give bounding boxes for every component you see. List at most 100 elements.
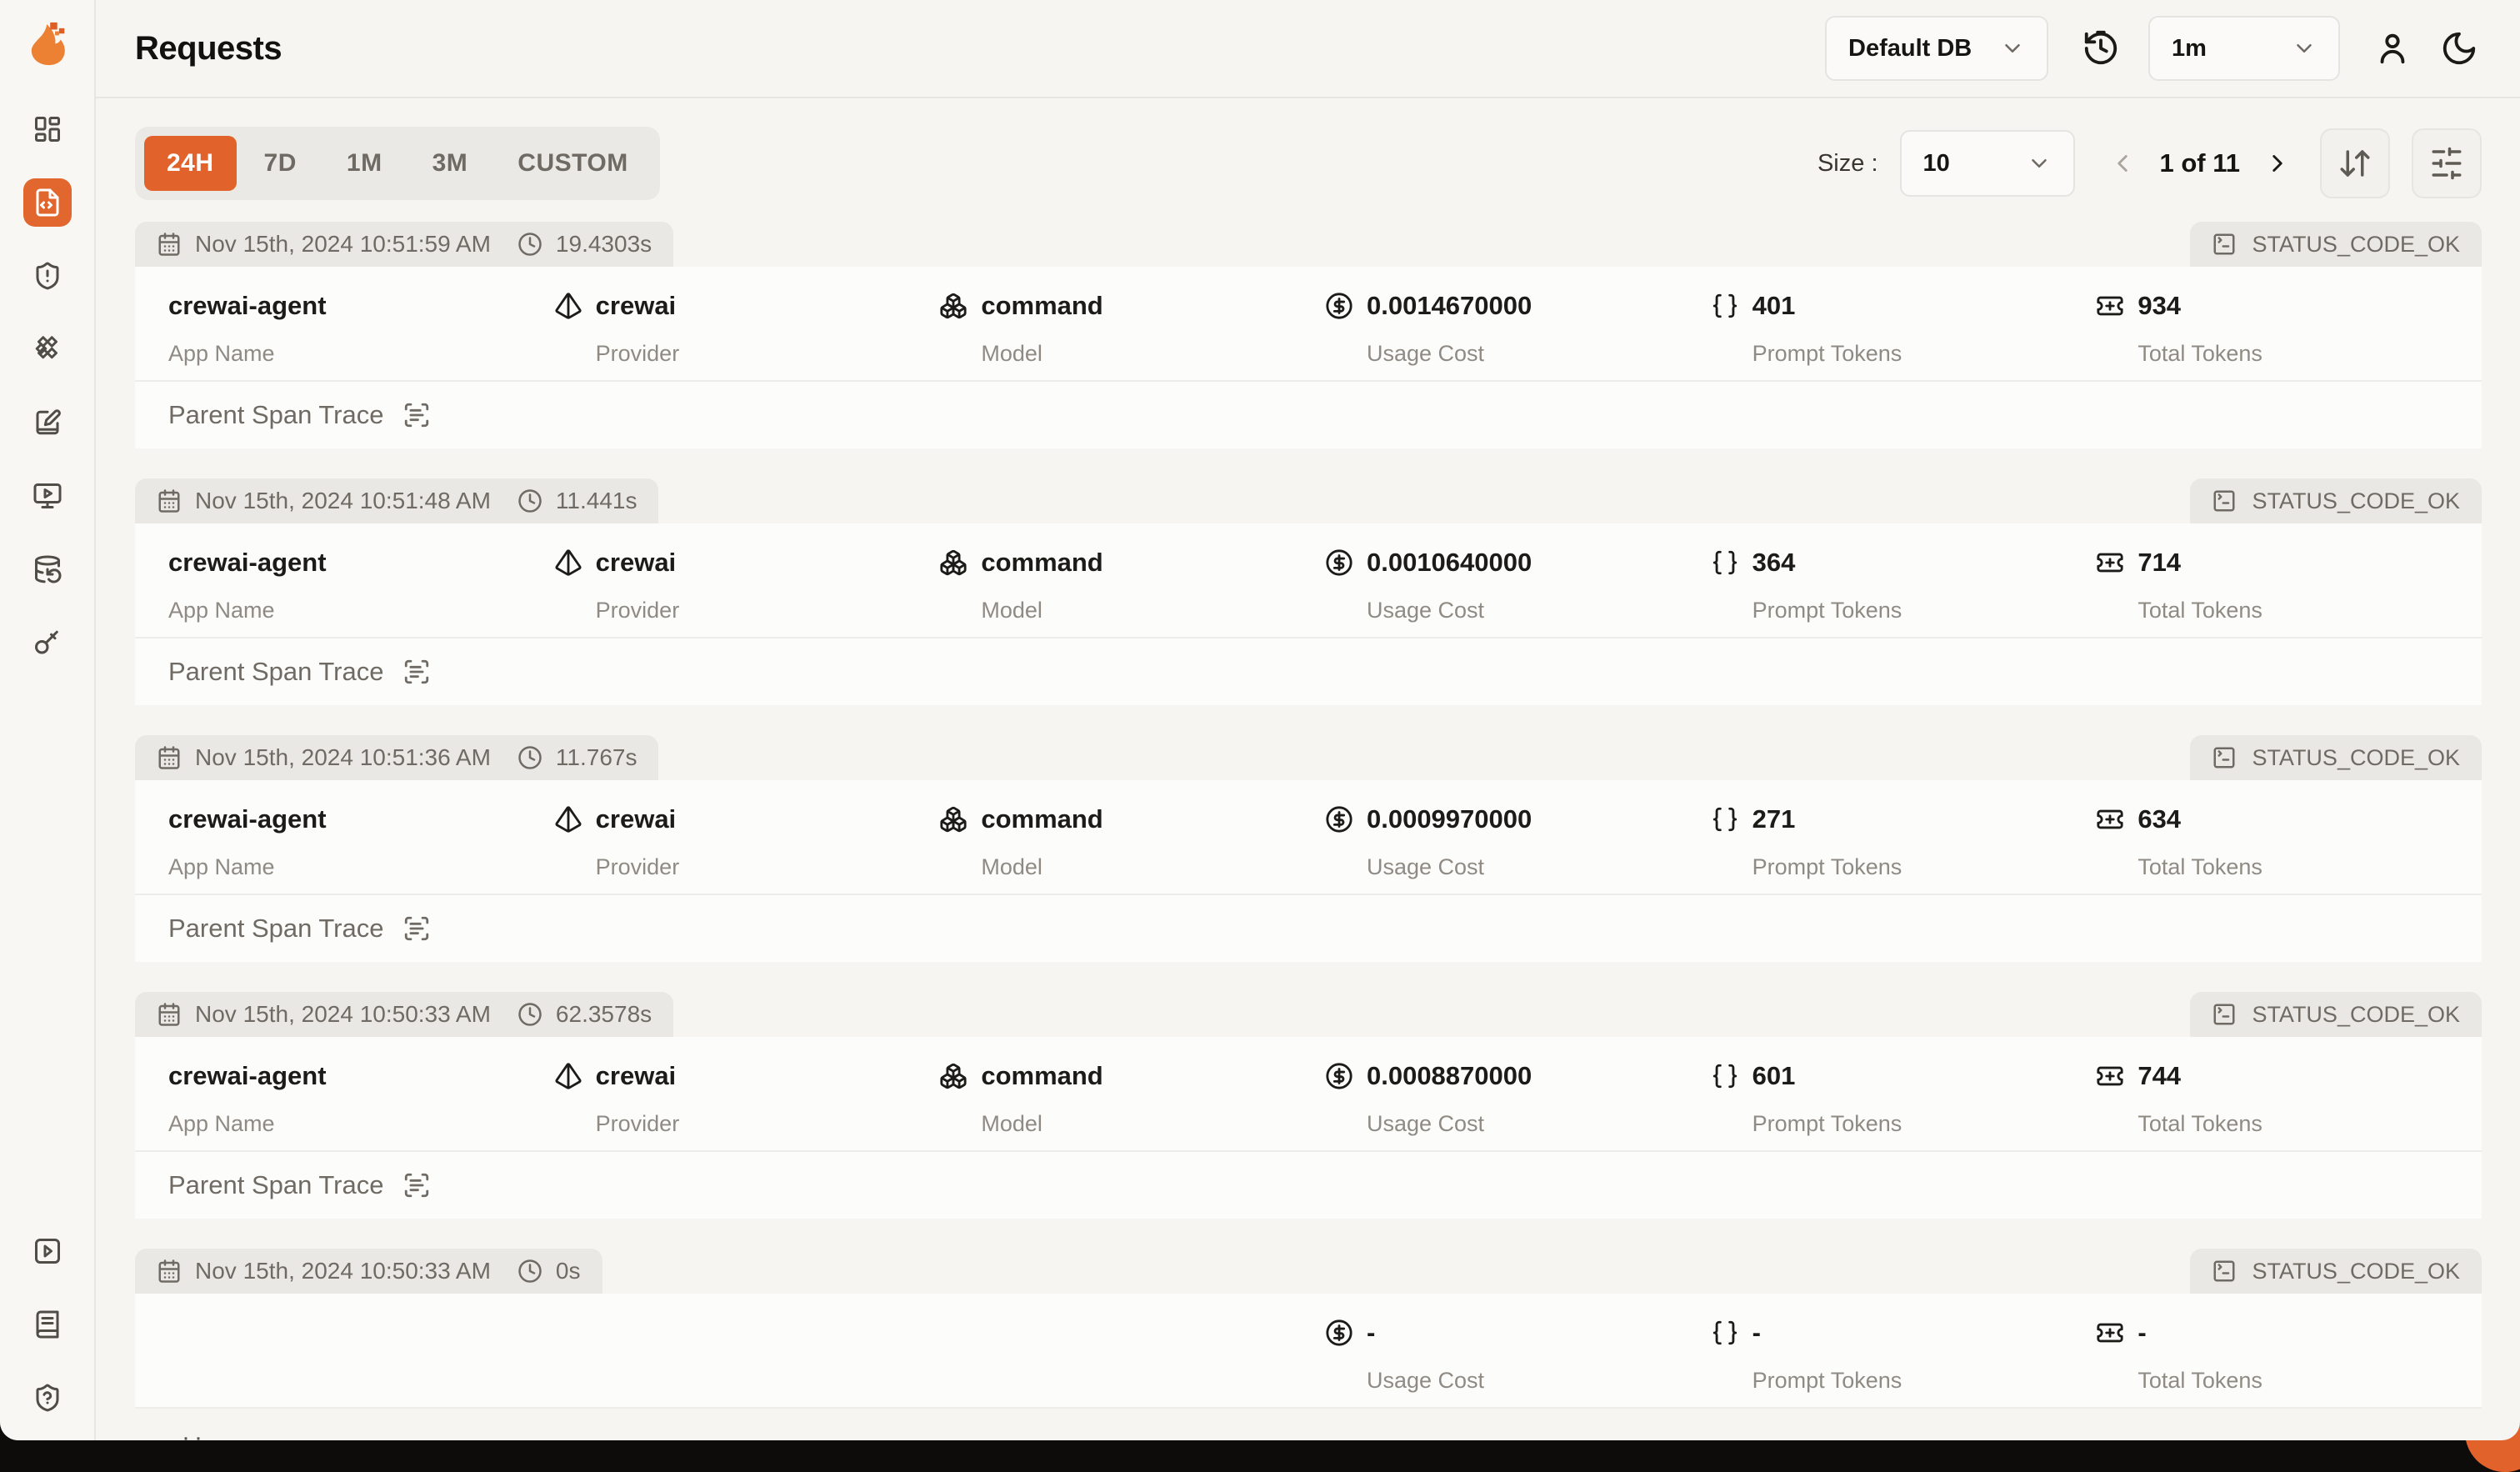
prompt-tokens-cell: 271 Prompt Tokens xyxy=(1711,805,2097,879)
ticket-plus-icon xyxy=(2097,1066,2123,1086)
request-row[interactable]: crewai-agent App Name crewai Provider co… xyxy=(135,523,2482,638)
file-code-icon xyxy=(36,188,58,217)
moon-icon xyxy=(2442,32,2476,65)
provider-cell: crewai Provider xyxy=(554,548,940,622)
circle-dollar-icon xyxy=(1326,549,1352,576)
request-list: Nov 15th, 2024 10:51:59 AM 19.4303s STAT… xyxy=(135,222,2482,1409)
time-range-tab-3m[interactable]: 3M xyxy=(410,136,491,191)
scan-text-icon xyxy=(404,916,428,941)
parent-span-trace-row[interactable]: Parent Span Trace xyxy=(135,895,2482,962)
request-duration: 19.4303s xyxy=(555,231,652,257)
total-tokens-label: Total Tokens xyxy=(2138,1368,2262,1393)
model-cell: command Model xyxy=(939,1062,1325,1135)
sidebar-item-prompt-hub[interactable] xyxy=(23,398,72,447)
parent-span-trace-label: Parent Span Trace xyxy=(168,657,384,686)
prompt-tokens-label: Prompt Tokens xyxy=(1752,598,1902,623)
request-card: Nov 15th, 2024 10:51:36 AM 11.767s STATU… xyxy=(135,735,2482,962)
page-title: Requests xyxy=(135,29,282,67)
database-select-value: Default DB xyxy=(1848,34,1972,62)
parent-span-trace-label: Parent Span Trace xyxy=(168,1170,384,1199)
list-toolbar: Size : 10 1 of 11 xyxy=(1818,128,2482,198)
time-range-tab-7d[interactable]: 7D xyxy=(242,136,319,191)
openlit-logo[interactable] xyxy=(21,17,74,70)
refresh-history-button[interactable] xyxy=(2082,29,2120,68)
sidebar-item-prompts[interactable] xyxy=(23,325,72,373)
total-tokens-value: - xyxy=(2138,1318,2147,1347)
theme-toggle-button[interactable] xyxy=(2440,29,2478,68)
total-tokens-cell: 744 Total Tokens xyxy=(2096,1062,2482,1135)
pyramid-icon xyxy=(555,806,582,833)
parent-span-trace-row[interactable]: Parent Span Trace xyxy=(135,382,2482,448)
ticket-plus-icon xyxy=(2097,1323,2123,1343)
sidebar-item-exceptions[interactable] xyxy=(23,252,72,300)
request-status-text: STATUS_CODE_OK xyxy=(2252,231,2460,257)
request-row[interactable]: crewai-agent App Name crewai Provider co… xyxy=(135,267,2482,382)
sidebar-item-requests[interactable] xyxy=(22,178,72,227)
time-range-tab-custom[interactable]: CUSTOM xyxy=(495,136,650,191)
request-status-badge: STATUS_CODE_OK xyxy=(2190,478,2482,523)
filter-settings-button[interactable] xyxy=(2412,128,2482,198)
request-card-header: Nov 15th, 2024 10:51:36 AM 11.767s STATU… xyxy=(135,735,2482,780)
shield-question-icon xyxy=(36,1384,58,1412)
provider-label: Provider xyxy=(595,854,680,879)
usage-cost-value: 0.0010640000 xyxy=(1366,548,1532,577)
database-select[interactable]: Default DB xyxy=(1825,16,2048,81)
square-pen-icon xyxy=(36,409,61,435)
terminal-icon xyxy=(2213,490,2235,512)
terminal-icon xyxy=(2213,747,2235,769)
prompt-tokens-value: 271 xyxy=(1752,804,1796,834)
circle-dollar-icon xyxy=(1326,293,1352,319)
page-size-value: 10 xyxy=(1922,149,1950,177)
sort-button[interactable] xyxy=(2320,128,2390,198)
clock-icon xyxy=(518,1003,542,1026)
usage-cost-label: Usage Cost xyxy=(1366,1368,1485,1393)
app-name-cell: crewai-agent App Name xyxy=(168,292,554,366)
provider-cell: crewai Provider xyxy=(554,292,940,365)
ticket-plus-icon xyxy=(2097,296,2123,316)
usage-cost-label: Usage Cost xyxy=(1366,598,1485,623)
page-size-select[interactable]: 10 xyxy=(1899,130,2075,197)
monitor-play-icon xyxy=(33,483,61,508)
sidebar-item-openground[interactable] xyxy=(23,472,72,520)
usage-cost-cell: - Usage Cost xyxy=(1325,1319,1711,1392)
parent-span-trace-row[interactable]: Parent Span Trace xyxy=(135,1152,2482,1219)
usage-cost-value: - xyxy=(1366,1318,1376,1347)
terminal-icon xyxy=(2213,1004,2235,1025)
request-timestamp-tag: Nov 15th, 2024 10:51:59 AM 19.4303s xyxy=(135,222,674,267)
time-range-tab-24h[interactable]: 24H xyxy=(144,136,237,191)
model-value: command xyxy=(981,291,1103,320)
refresh-interval-select[interactable]: 1m xyxy=(2148,16,2340,81)
clock-icon xyxy=(518,1259,542,1283)
sidebar-item-databases[interactable] xyxy=(23,545,72,593)
clock-icon xyxy=(518,489,542,513)
user-profile-button[interactable] xyxy=(2373,29,2412,68)
app-name-cell: crewai-agent App Name xyxy=(168,805,554,879)
app-name-label: App Name xyxy=(168,1111,275,1136)
sidebar-item-support[interactable] xyxy=(23,1374,72,1422)
ticket-plus-icon xyxy=(2097,553,2123,573)
request-row[interactable]: App Name Provider Model xyxy=(135,1294,2482,1409)
clock-icon xyxy=(518,233,542,256)
previous-page-button[interactable] xyxy=(2108,149,2137,178)
request-status-badge: STATUS_CODE_OK xyxy=(2190,1249,2482,1294)
request-card-header: Nov 15th, 2024 10:51:59 AM 19.4303s STAT… xyxy=(135,222,2482,267)
pyramid-icon xyxy=(555,549,582,576)
model-label: Model xyxy=(981,598,1042,623)
time-range-tab-1m[interactable]: 1M xyxy=(324,136,405,191)
total-tokens-cell: 634 Total Tokens xyxy=(2096,805,2482,879)
parent-span-trace-row[interactable]: Parent Span Trace xyxy=(135,638,2482,705)
sidebar-item-api-keys[interactable] xyxy=(23,618,72,667)
braces-icon xyxy=(1712,1064,1737,1089)
prompt-tokens-value: 364 xyxy=(1752,548,1796,577)
request-status-badge: STATUS_CODE_OK xyxy=(2190,735,2482,780)
app-name-label: App Name xyxy=(168,598,275,623)
sidebar-item-dashboard[interactable] xyxy=(23,105,72,153)
request-row[interactable]: crewai-agent App Name crewai Provider co… xyxy=(135,780,2482,895)
next-page-button[interactable] xyxy=(2263,149,2292,178)
request-duration: 11.441s xyxy=(555,488,638,513)
sidebar-item-documentation[interactable] xyxy=(23,1300,72,1349)
sidebar-item-getting-started[interactable] xyxy=(23,1227,72,1275)
request-row[interactable]: crewai-agent App Name crewai Provider co… xyxy=(135,1037,2482,1152)
prompt-tokens-cell: - Prompt Tokens xyxy=(1711,1319,2097,1392)
total-tokens-label: Total Tokens xyxy=(2138,1111,2262,1136)
